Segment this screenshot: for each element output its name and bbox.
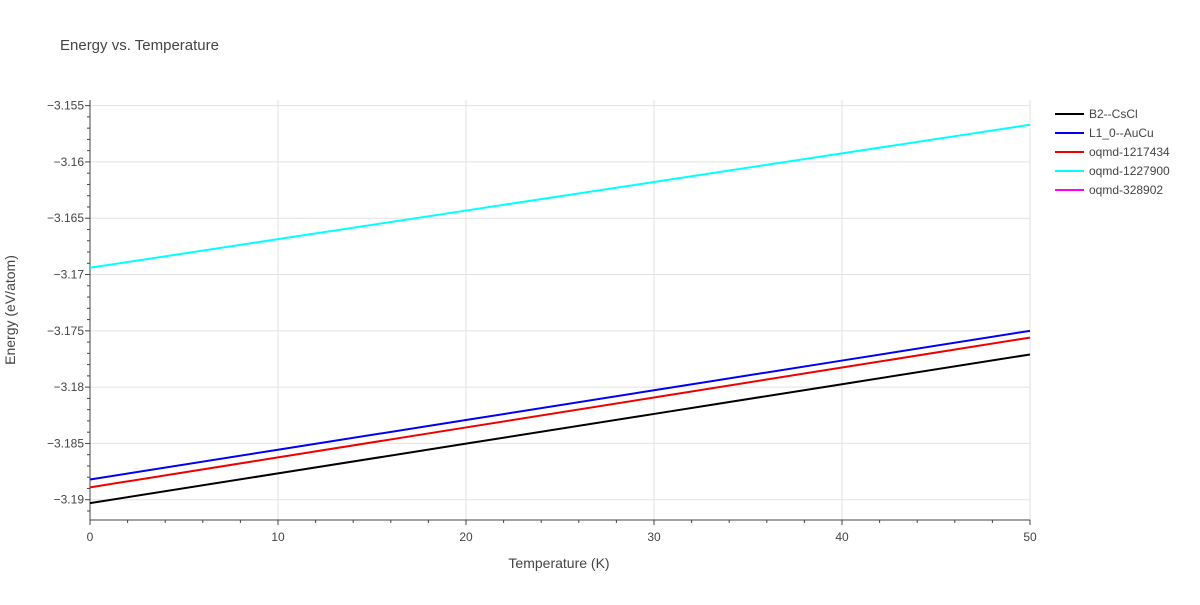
legend-label-oqmd-1217434: oqmd-1217434: [1089, 145, 1170, 159]
x-tick-label: 40: [835, 530, 849, 544]
legend-label-oqmd-1227900: oqmd-1227900: [1089, 164, 1170, 178]
series-line-oqmd-1227900: [89, 123, 1031, 269]
y-axis-title: Energy (eV/atom): [2, 255, 18, 365]
axes-layer: 0 10 20 30 40 50 −3.19 −3.185 −3.18 −3.175 −3.17 −3…: [47, 99, 1037, 544]
series-line-oqmd-1217434: [89, 336, 1031, 489]
y-tick-label: −3.16: [54, 155, 85, 169]
x-tick-label: 20: [459, 530, 473, 544]
y-tick-label: −3.155: [47, 99, 84, 113]
legend-label-oqmd-328902: oqmd-328902: [1089, 183, 1163, 197]
x-tick-label: 10: [271, 530, 285, 544]
x-axis-title: Temperature (K): [508, 555, 609, 571]
grid-layer: [90, 100, 1031, 520]
series-line-B2--CsCl: [89, 353, 1031, 505]
y-tick-label: −3.17: [54, 268, 85, 282]
legend-label-B2--CsCl: B2--CsCl: [1089, 107, 1138, 121]
x-tick-label: 0: [87, 530, 94, 544]
chart-title: Energy vs. Temperature: [60, 37, 219, 54]
y-tick-label: −3.18: [54, 380, 85, 394]
series-layer: [89, 123, 1031, 505]
legend: B2--CsCl L1_0--AuCu oqmd-1217434 oqmd-12279…: [1055, 107, 1170, 197]
y-tick-label: −3.165: [47, 211, 84, 225]
series-line-L1_0--AuCu: [89, 329, 1031, 481]
x-tick-label: 50: [1023, 530, 1037, 544]
y-tick-label: −3.19: [54, 493, 85, 507]
legend-label-L1_0--AuCu: L1_0--AuCu: [1089, 126, 1154, 140]
y-tick-label: −3.175: [47, 324, 84, 338]
x-tick-label: 30: [647, 530, 661, 544]
y-tick-label: −3.185: [47, 436, 84, 450]
